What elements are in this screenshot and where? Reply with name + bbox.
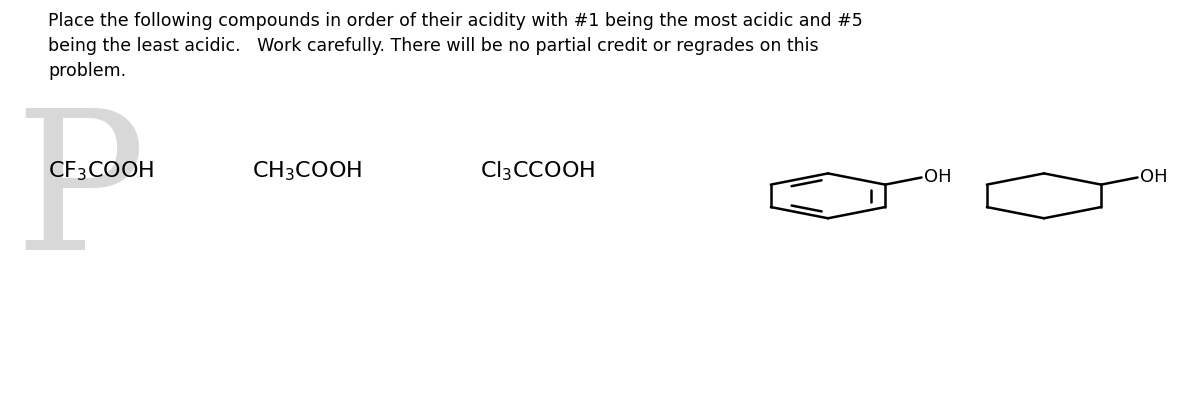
Text: CF$_3$COOH: CF$_3$COOH — [48, 160, 154, 183]
Text: CH$_3$COOH: CH$_3$COOH — [252, 160, 362, 183]
Text: P: P — [14, 102, 145, 291]
Text: OH: OH — [924, 169, 952, 186]
Text: Cl$_3$CCOOH: Cl$_3$CCOOH — [480, 160, 595, 183]
Text: Place the following compounds in order of their acidity with #1 being the most a: Place the following compounds in order o… — [48, 12, 863, 80]
Text: OH: OH — [1140, 169, 1168, 186]
